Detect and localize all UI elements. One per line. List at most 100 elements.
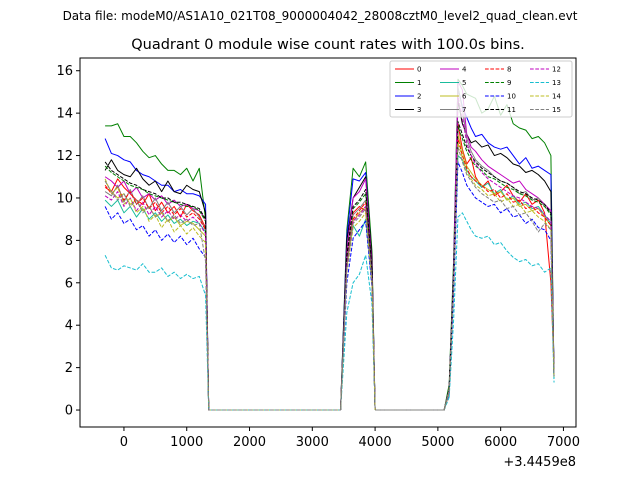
series-9-line [375, 388, 450, 411]
legend-label: 1 [417, 79, 421, 87]
x-tick-label: 5000 [421, 435, 454, 450]
y-tick-label: 16 [56, 64, 73, 79]
y-tick-label: 10 [56, 191, 73, 206]
series-11-line [340, 188, 376, 411]
series-10 [104, 161, 555, 411]
series-12-line [375, 390, 450, 411]
series-15-line [375, 390, 450, 411]
legend-label: 4 [462, 66, 467, 74]
series-6 [104, 133, 555, 411]
legend-label: 3 [417, 106, 421, 114]
series-0-line [104, 178, 341, 411]
series-8-line [448, 138, 555, 391]
series-15-line [448, 146, 555, 391]
series-14-line [375, 390, 450, 411]
series-4 [104, 80, 555, 411]
chart-title: Quadrant 0 module wise count rates with … [131, 37, 525, 53]
legend-entry-9: 9 [485, 79, 511, 87]
series-14-line [448, 142, 555, 391]
y-tick-label: 0 [65, 404, 73, 419]
legend-entry-1: 1 [395, 79, 421, 87]
legend-label: 8 [507, 66, 511, 74]
series-11-line [375, 388, 450, 411]
series-3-line [375, 388, 450, 411]
series-12-line [448, 95, 555, 391]
series-8 [104, 138, 555, 411]
y-tick-label: 8 [65, 234, 73, 249]
series-4-line [375, 388, 450, 411]
plot-frame [79, 57, 577, 428]
series-7 [104, 87, 555, 411]
series-13 [104, 212, 555, 411]
series-layer [104, 78, 555, 411]
legend-entry-10: 10 [485, 93, 516, 101]
series-4-line [340, 178, 376, 411]
y-tick-label: 14 [56, 107, 73, 122]
legend-label: 9 [507, 79, 511, 87]
series-5-line [448, 155, 555, 391]
series-0-line [448, 123, 555, 394]
series-15 [104, 146, 555, 411]
legend-entry-12: 12 [530, 66, 561, 74]
series-6-line [448, 133, 555, 391]
series-1-line [375, 384, 450, 411]
x-tick-label: 3000 [296, 435, 329, 450]
legend-label: 6 [462, 93, 467, 101]
legend-label: 0 [417, 66, 421, 74]
series-2-line [375, 388, 450, 411]
series-6-line [375, 390, 450, 411]
series-3 [104, 99, 555, 411]
series-7-line [375, 388, 450, 411]
series-3-line [448, 99, 555, 389]
legend-frame [389, 60, 573, 118]
series-0 [104, 123, 555, 411]
series-11-line [448, 121, 555, 389]
series-13-line [104, 254, 341, 411]
series-0-line [375, 392, 450, 411]
legend-entry-13: 13 [530, 79, 561, 87]
series-10-line [104, 206, 341, 411]
y-tick-label: 2 [65, 361, 73, 376]
series-7-line [104, 184, 341, 411]
series-1-line [105, 123, 341, 411]
series-8-line [375, 390, 450, 411]
series-5-line [104, 199, 341, 411]
series-2 [104, 87, 555, 411]
legend-label: 15 [552, 106, 561, 114]
series-3-line [104, 159, 341, 411]
legend-label: 10 [507, 93, 516, 101]
x-tick-label: 0 [120, 435, 128, 450]
legend-label: 13 [552, 79, 561, 87]
legend-entry-6: 6 [440, 93, 467, 101]
legend-entry-11: 11 [485, 106, 516, 114]
legend-entry-5: 5 [440, 79, 466, 87]
legend-entry-15: 15 [530, 106, 561, 114]
x-tick-label: 1000 [170, 435, 203, 450]
x-tick-label: 2000 [233, 435, 266, 450]
series-1 [105, 78, 555, 411]
legend-entry-7: 7 [440, 106, 466, 114]
series-12 [104, 95, 555, 411]
series-3-line [340, 176, 376, 411]
series-2-line [104, 138, 341, 411]
x-tick-label: 6000 [484, 435, 517, 450]
legend-label: 12 [552, 66, 561, 74]
series-9-line [448, 125, 555, 389]
x-axis: 0 1000 2000 3000 4000 5000 6000 7000 [120, 427, 580, 450]
series-15-line [104, 180, 341, 411]
series-10-line [375, 392, 450, 411]
legend-entry-0: 0 [395, 66, 421, 74]
x-tick-label: 4000 [359, 435, 392, 450]
legend-entry-14: 14 [530, 93, 561, 101]
legend-entry-2: 2 [395, 93, 421, 101]
y-axis: 0 2 4 6 8 10 12 14 16 [56, 64, 80, 419]
series-10-line [448, 161, 555, 394]
series-8-line [104, 184, 341, 411]
legend-label: 7 [462, 106, 466, 114]
series-15-line [340, 208, 376, 411]
legend-entry-8: 8 [485, 66, 511, 74]
x-axis-offset-label: +3.4459e8 [503, 455, 576, 470]
legend-label: 2 [417, 93, 421, 101]
series-5-line [375, 390, 450, 411]
